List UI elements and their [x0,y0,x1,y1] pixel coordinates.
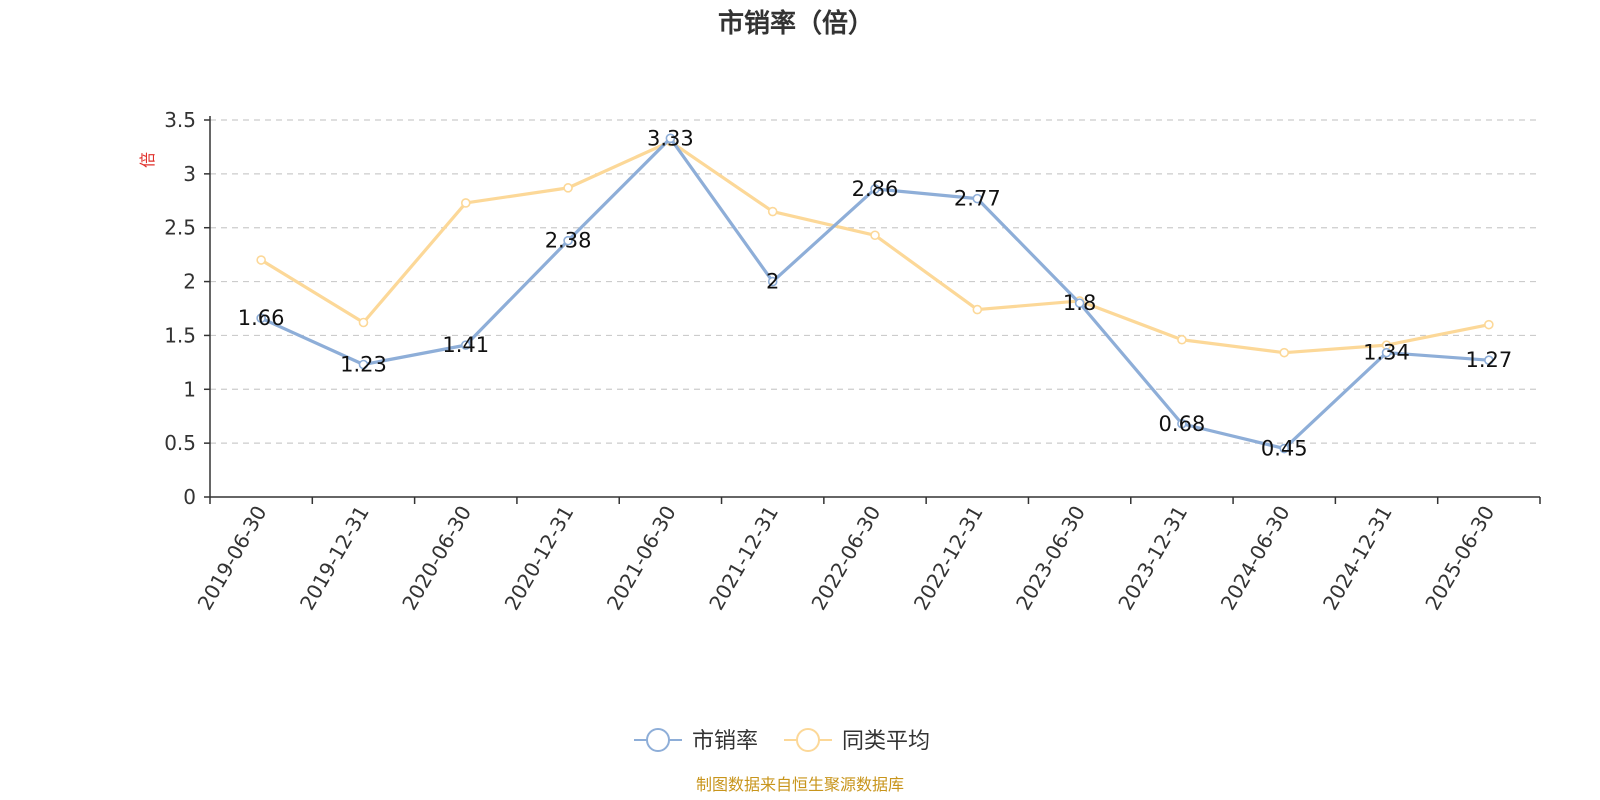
y-tick-label: 0 [183,485,196,509]
data-point[interactable] [972,304,983,315]
series-layer [256,133,1494,454]
legend-label: 市销率 [692,729,758,754]
data-point[interactable] [358,317,369,328]
data-point[interactable] [665,133,676,144]
legend-item-ps-ratio[interactable]: 市销率 [634,728,758,754]
data-point[interactable] [1074,298,1085,308]
y-tick-label: 0.5 [164,431,196,455]
y-tick-label: 3 [183,162,196,186]
data-label: 2.38 [545,229,592,253]
data-label: 1.8 [1063,291,1096,315]
legend[interactable]: 市销率 同类平均 [634,728,930,754]
x-tick-label: 2021-12-31 [704,502,783,615]
data-point[interactable] [870,230,880,241]
data-point[interactable] [972,193,983,204]
legend-marker [646,728,670,752]
data-label: 2 [766,270,779,294]
data-label: 1.41 [442,333,489,357]
x-tick-label: 2024-06-30 [1216,502,1295,615]
data-labels: 1.66 1.23 1.41 2.38 3.33 2 2.86 2.77 1.8 0.68 0.45… [238,126,1512,460]
y-tick-label: 2 [183,270,196,294]
x-tick-label: 2020-06-30 [397,502,476,615]
data-label: 1.27 [1465,348,1512,372]
x-tick-label: 2019-12-31 [295,502,374,615]
data-point[interactable] [1381,347,1392,358]
x-tick-label: 2019-06-30 [193,502,272,615]
grid-lines [210,119,1540,444]
source-note: 制图数据来自恒生聚源数据库 [696,775,904,794]
x-tick-label: 2025-06-30 [1420,502,1499,615]
data-label: 0.68 [1159,412,1206,436]
x-tick-label: 2024-12-31 [1318,502,1397,615]
data-label: 1.34 [1363,341,1410,365]
data-point[interactable] [460,198,471,208]
x-tick-label: 2022-12-31 [909,502,988,615]
chart-title: 市销率（倍） [718,8,874,39]
data-label: 3.33 [647,126,694,150]
y-tick-label: 3.5 [164,108,196,132]
x-tick-label: 2021-06-30 [602,502,681,615]
data-point[interactable] [767,276,778,287]
data-label: 1.66 [238,306,285,330]
legend-item-peer-average[interactable]: 同类平均 [784,728,930,754]
data-point[interactable] [256,313,266,323]
data-point[interactable] [1279,443,1290,454]
x-tick-label: 2023-12-31 [1113,502,1192,615]
y-tick-label: 1 [183,377,196,401]
legend-marker [796,728,820,752]
data-point[interactable] [358,359,369,370]
x-tick-label: 2022-06-30 [806,502,885,615]
data-label: 1.23 [340,353,387,377]
data-point[interactable] [1279,347,1290,358]
data-point[interactable] [1177,418,1187,429]
x-tick-label: 2020-12-31 [500,502,579,615]
data-label: 2.77 [954,187,1001,211]
data-point[interactable] [1177,334,1187,345]
x-tick-label: 2023-06-30 [1011,502,1090,615]
data-point[interactable] [563,235,573,246]
legend-label: 同类平均 [842,729,930,754]
data-point[interactable] [767,206,778,217]
y-axis-unit-label: 倍 [138,152,157,168]
data-point[interactable] [870,184,880,194]
series-line-peer-average [260,139,1490,355]
data-label: 0.45 [1261,437,1308,461]
y-tick-label: 1.5 [164,323,196,347]
y-tick-label: 2.5 [164,216,196,240]
data-point[interactable] [1484,319,1494,330]
data-label: 2.86 [852,177,899,201]
data-point[interactable] [460,340,471,350]
data-point[interactable] [563,183,573,193]
data-point[interactable] [1484,355,1494,366]
data-point[interactable] [256,255,266,265]
